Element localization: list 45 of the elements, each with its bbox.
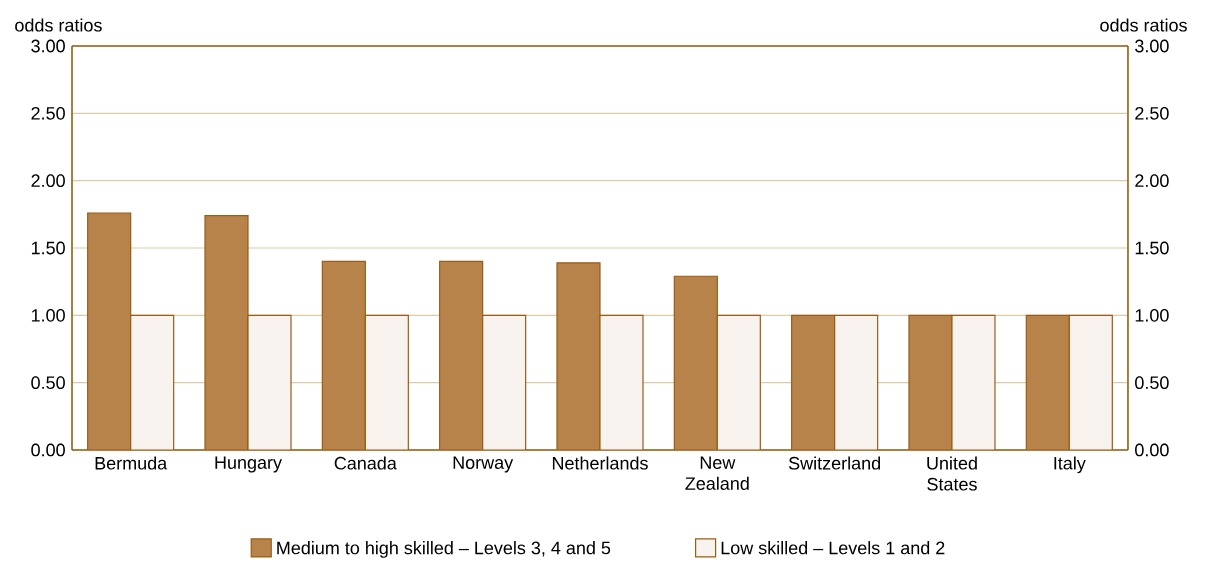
y-tick-label: 1.50: [31, 241, 65, 255]
bar: [87, 212, 132, 450]
bar: [1068, 314, 1113, 450]
y2-tick-label: 1.50: [1135, 241, 1169, 255]
x-tick-label: Norway: [453, 456, 514, 473]
x-tick-label: United States: [927, 456, 977, 491]
y-tick-label: 3.00: [31, 39, 65, 53]
bar: [673, 275, 718, 450]
y-tick-label: 2.00: [31, 174, 65, 188]
y-tick-label: 2.50: [31, 106, 65, 120]
bar: [599, 314, 644, 450]
y-tick-label: 0.00: [31, 443, 65, 457]
bar: [130, 314, 175, 450]
legend-label: Low skilled – Levels 1 and 2: [721, 541, 945, 555]
y-tick-label: 1.00: [31, 308, 65, 322]
bar: [908, 314, 953, 450]
y2-tick-label: 3.00: [1135, 39, 1169, 53]
legend-label: Medium to high skilled – Levels 3, 4 and 5: [277, 541, 611, 558]
y2-tick-label: 0.50: [1135, 376, 1169, 390]
x-tick-label: Switzerland: [788, 456, 880, 470]
x-tick-label: Netherlands: [552, 456, 648, 470]
x-tick-label: Hungary: [215, 456, 282, 473]
y-tick-label: 0.50: [31, 376, 65, 390]
bar: [439, 260, 484, 450]
bar: [834, 314, 879, 450]
y2-axis-title: odds ratios: [1100, 18, 1187, 32]
x-tick-label: Canada: [334, 456, 397, 470]
bar: [556, 262, 601, 450]
bar: [951, 314, 996, 450]
bar: [716, 314, 761, 450]
bar: [482, 314, 527, 450]
x-tick-label: New Zealand: [685, 456, 749, 490]
bar: [247, 314, 292, 450]
bar: [204, 215, 249, 450]
bar: [321, 260, 366, 450]
y2-tick-label: 2.50: [1135, 106, 1169, 120]
x-tick-label: Italy: [1054, 456, 1086, 474]
y2-tick-label: 0.00: [1135, 443, 1169, 457]
bar: [1025, 314, 1070, 450]
y-axis-title: odds ratios: [15, 18, 102, 32]
bar: [364, 314, 409, 450]
y2-tick-label: 1.00: [1135, 308, 1169, 322]
y2-tick-label: 2.00: [1135, 174, 1169, 188]
bar: [791, 314, 836, 450]
x-tick-label: Bermuda: [95, 456, 168, 470]
